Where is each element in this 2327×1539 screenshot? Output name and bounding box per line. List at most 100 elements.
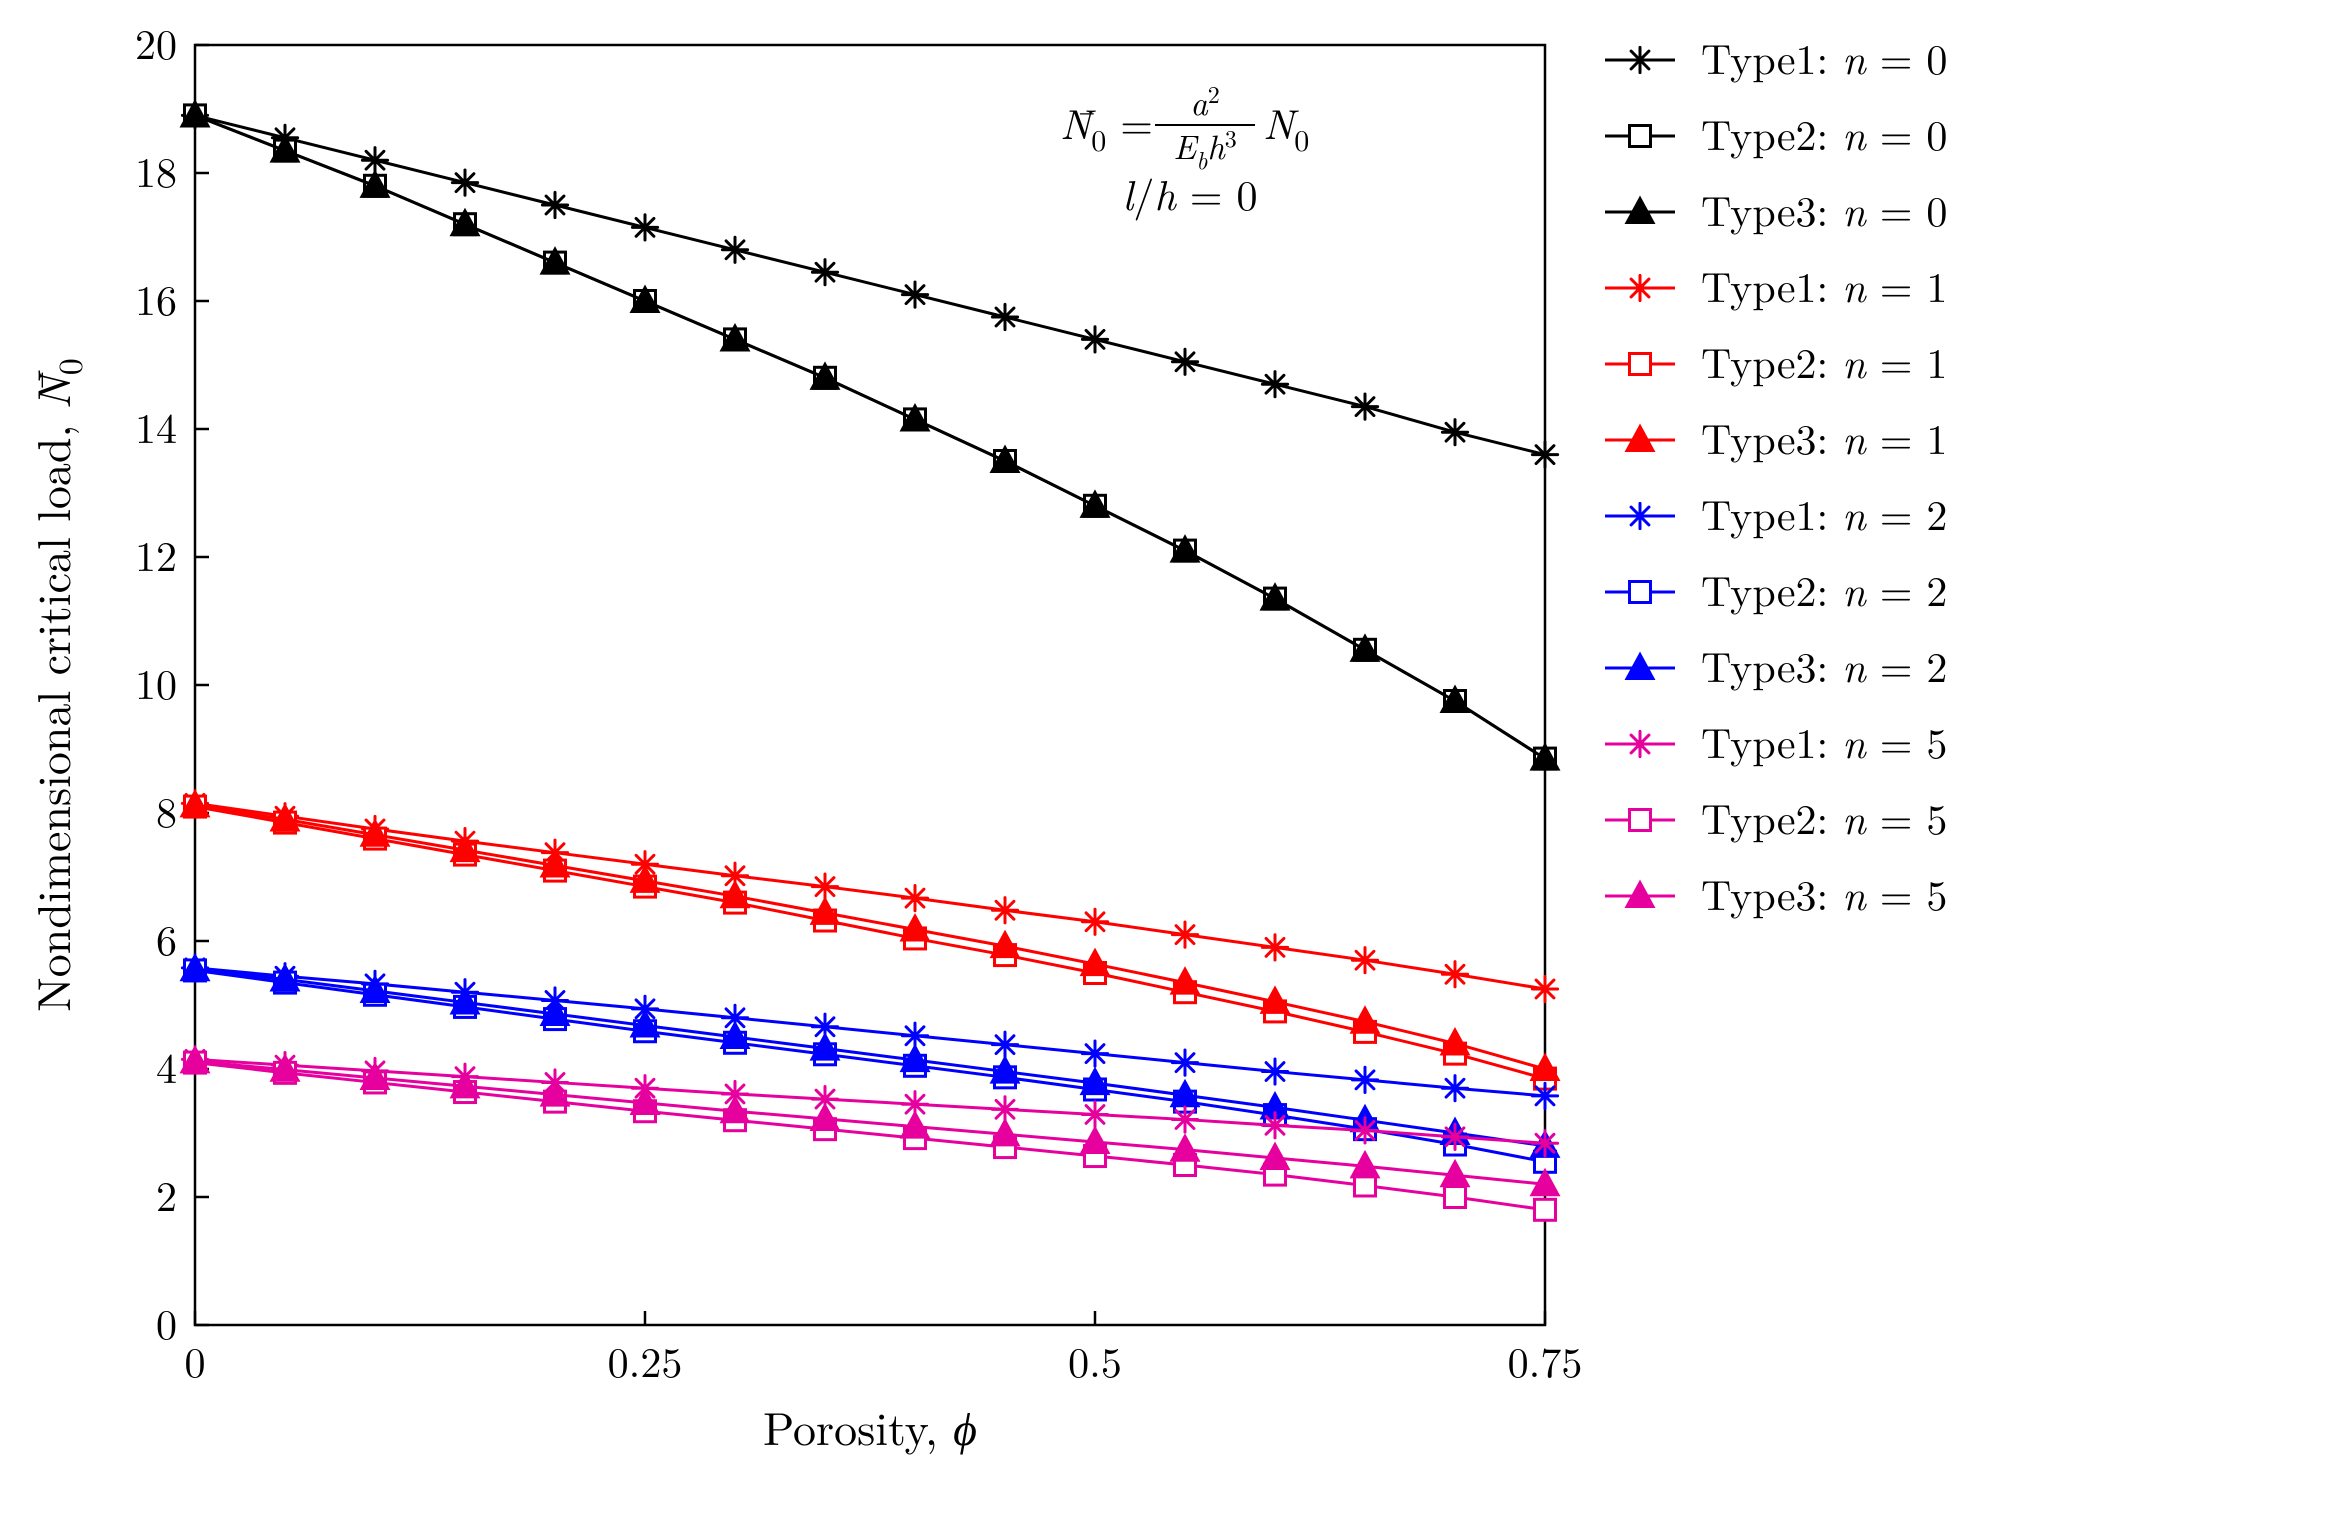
marker-asterisk	[1262, 1059, 1287, 1084]
marker-square	[1445, 1187, 1466, 1208]
y-axis-label: Nondimensional critical load, N̄0	[19, 358, 92, 1011]
marker-triangle	[1625, 881, 1654, 908]
marker-asterisk	[1627, 275, 1652, 300]
x-tick-label: 0.75	[1508, 1331, 1583, 1390]
marker-asterisk	[812, 874, 837, 899]
legend-entry: Type2: n = 5	[1605, 788, 1947, 847]
series	[180, 1046, 1559, 1196]
marker-triangle	[1625, 197, 1654, 224]
series	[185, 105, 1556, 769]
marker-asterisk	[1442, 1076, 1467, 1101]
legend-label: Type3: n = 2	[1701, 636, 1947, 695]
x-tick-label: 0.5	[1068, 1331, 1122, 1390]
annotation-rhs: N0	[1263, 93, 1309, 160]
legend-label: Type1: n = 5	[1701, 712, 1947, 771]
y-tick-label: 4	[156, 1037, 177, 1096]
marker-asterisk	[1082, 1102, 1107, 1127]
marker-asterisk	[1532, 976, 1557, 1001]
legend-entry: Type1: n = 1	[1605, 256, 1947, 315]
legend-label: Type2: n = 5	[1701, 788, 1947, 847]
marker-asterisk	[1532, 442, 1557, 467]
y-tick-label: 12	[135, 525, 177, 584]
annotation: N̄0 = a2Ebh3N0l/h = 0	[1060, 76, 1309, 223]
marker-asterisk	[1082, 1041, 1107, 1066]
marker-asterisk	[1627, 503, 1652, 528]
marker-asterisk	[992, 304, 1017, 329]
marker-asterisk	[1352, 394, 1377, 419]
legend-label: Type2: n = 2	[1701, 560, 1947, 619]
series-line	[195, 807, 1545, 1079]
series	[182, 1047, 1557, 1156]
y-tick-label: 0	[156, 1293, 177, 1352]
marker-asterisk	[1262, 1113, 1287, 1138]
marker-asterisk	[1172, 922, 1197, 947]
series-line	[195, 805, 1545, 1069]
legend-entry: Type3: n = 5	[1605, 864, 1947, 923]
marker-triangle	[1625, 653, 1654, 680]
marker-asterisk	[1172, 1107, 1197, 1132]
marker-asterisk	[1352, 1118, 1377, 1143]
series-line	[195, 1063, 1545, 1210]
legend-label: Type1: n = 0	[1701, 28, 1947, 87]
legend-label: Type2: n = 1	[1701, 332, 1947, 391]
marker-asterisk	[1352, 1067, 1377, 1092]
series-line	[195, 115, 1545, 454]
legend-label: Type3: n = 1	[1701, 408, 1947, 467]
marker-asterisk	[902, 886, 927, 911]
marker-asterisk	[1442, 1124, 1467, 1149]
legend-label: Type3: n = 0	[1701, 180, 1947, 239]
legend-entry: Type1: n = 0	[1605, 28, 1947, 87]
legend-entry: Type1: n = 2	[1605, 484, 1947, 543]
y-tick-label: 18	[135, 141, 177, 200]
legend-entry: Type1: n = 5	[1605, 712, 1947, 771]
series-line	[195, 115, 1545, 758]
y-tick-label: 2	[156, 1165, 177, 1224]
marker-square	[1630, 354, 1651, 375]
marker-square	[1630, 810, 1651, 831]
marker-asterisk	[812, 260, 837, 285]
series-line	[195, 115, 1545, 758]
x-tick-label: 0	[184, 1331, 205, 1390]
marker-triangle	[1625, 425, 1654, 452]
marker-asterisk	[1262, 372, 1287, 397]
marker-asterisk	[992, 1032, 1017, 1057]
annotation-lhs: N̄0 =	[1060, 93, 1153, 160]
series-line	[195, 803, 1545, 989]
series-line	[195, 968, 1545, 1096]
marker-asterisk	[542, 192, 567, 217]
marker-asterisk	[1442, 420, 1467, 445]
legend-label: Type3: n = 5	[1701, 864, 1947, 923]
series	[182, 103, 1557, 467]
chart-container: 00.250.50.7502468101214161820Porosity, ϕ…	[0, 0, 2327, 1539]
y-tick-label: 20	[135, 13, 177, 72]
series	[180, 790, 1559, 1081]
legend-entry: Type2: n = 1	[1605, 332, 1947, 391]
marker-asterisk	[1172, 349, 1197, 374]
marker-square	[1630, 126, 1651, 147]
marker-asterisk	[1627, 731, 1652, 756]
x-tick-label: 0.25	[608, 1331, 683, 1390]
legend-entry: Type2: n = 2	[1605, 560, 1947, 619]
marker-asterisk	[1532, 1083, 1557, 1108]
series	[182, 791, 1557, 1002]
marker-asterisk	[992, 898, 1017, 923]
marker-asterisk	[1442, 962, 1467, 987]
legend-entry: Type3: n = 2	[1605, 636, 1947, 695]
legend-entry: Type2: n = 0	[1605, 104, 1947, 163]
marker-square	[1630, 582, 1651, 603]
series	[185, 796, 1556, 1089]
y-tick-label: 6	[156, 909, 177, 968]
legend-label: Type1: n = 2	[1701, 484, 1947, 543]
y-tick-label: 14	[135, 397, 177, 456]
annotation-numerator: a2	[1190, 76, 1219, 125]
marker-asterisk	[1532, 1131, 1557, 1156]
series-line	[195, 969, 1545, 1146]
marker-asterisk	[632, 215, 657, 240]
legend: Type1: n = 0 Type2: n = 0 Type3: n = 0 Type…	[1605, 28, 1947, 923]
y-tick-label: 8	[156, 781, 177, 840]
marker-asterisk	[1082, 327, 1107, 352]
marker-asterisk	[1262, 935, 1287, 960]
marker-asterisk	[1172, 1050, 1197, 1075]
marker-asterisk	[1627, 47, 1652, 72]
marker-asterisk	[362, 148, 387, 173]
